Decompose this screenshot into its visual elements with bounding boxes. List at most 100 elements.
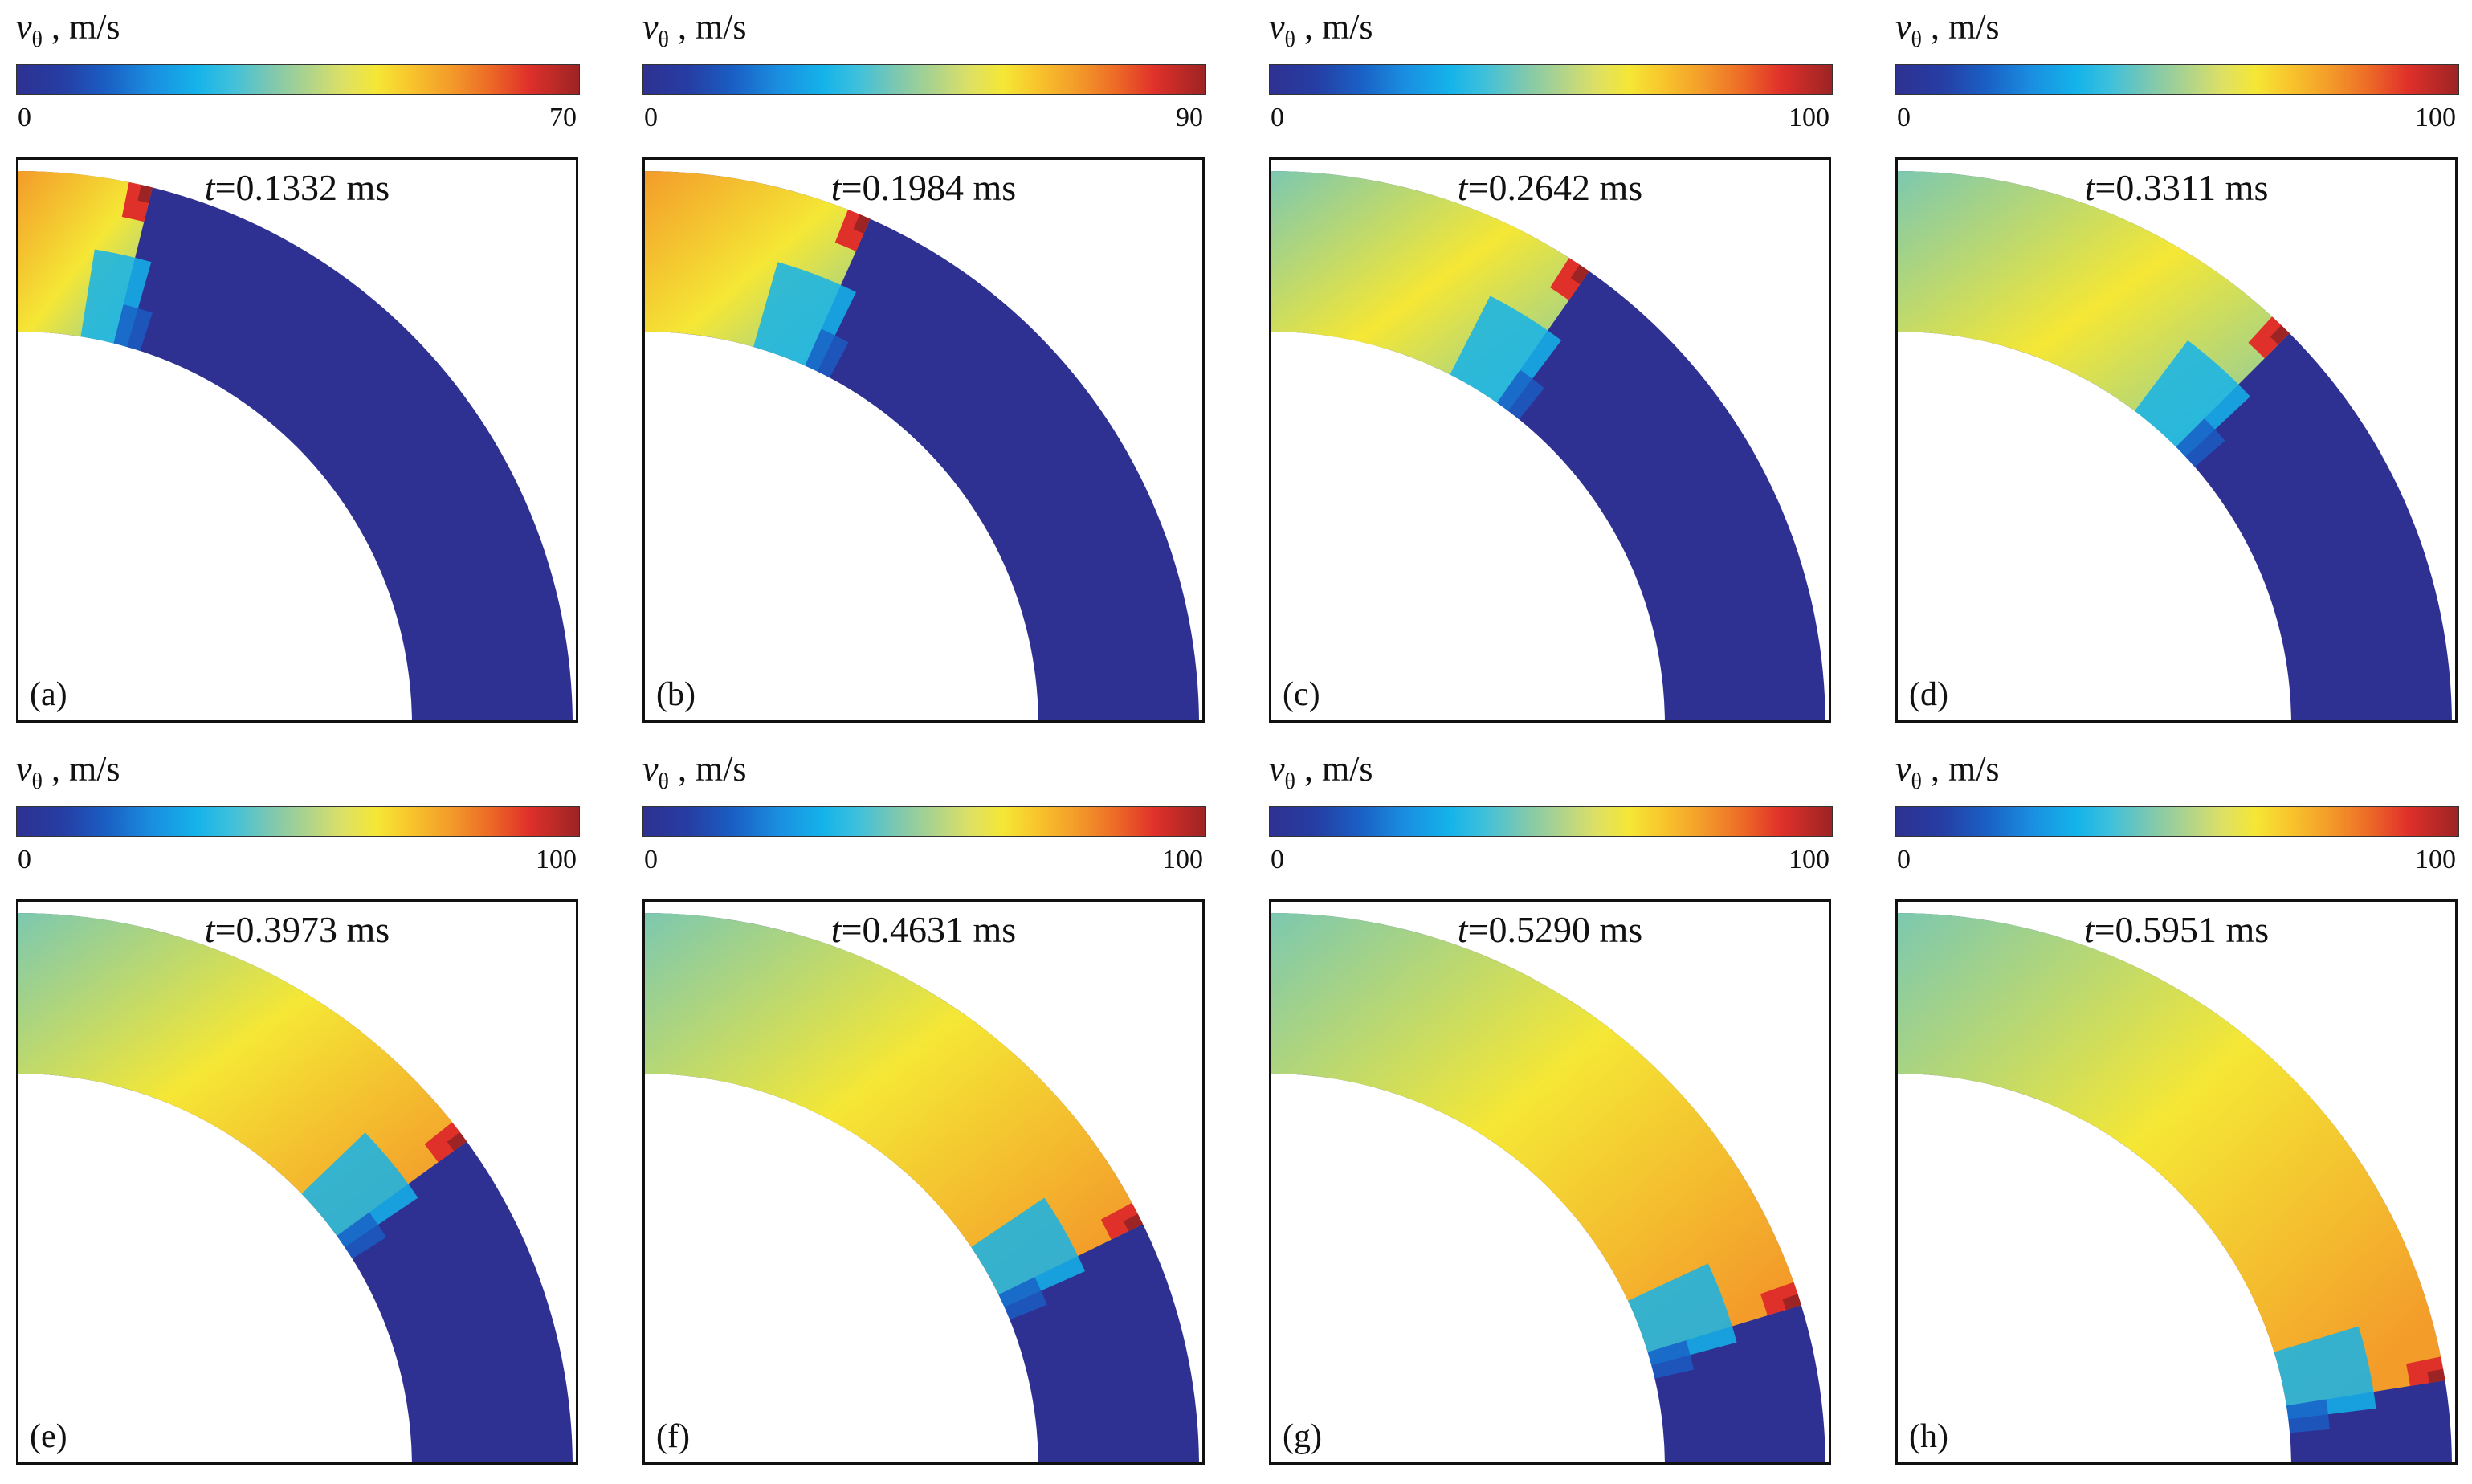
front-peak-core [447,1131,467,1152]
ring-field [18,913,573,1462]
colorbar-max: 100 [1789,845,1830,874]
colorbar-title: vθ , m/s [16,749,120,794]
ring-field [1898,913,2452,1462]
inner-trough-edge [2286,1399,2330,1433]
ring-field [1898,171,2452,720]
time-label: t=0.1332 ms [204,167,390,208]
colorbar [642,64,1206,95]
colorbar [1269,64,1833,95]
colorbar-title: vθ , m/s [1269,749,1373,794]
inner-trough-edge [2176,418,2225,467]
front-peak [2248,316,2290,359]
inner-trough [2134,340,2250,457]
colorbar-min: 0 [1271,103,1284,132]
plot-frame: t=0.5290 ms (g) [1269,899,1831,1465]
inner-trough [1450,296,1562,411]
time-label: t=0.2642 ms [1457,167,1643,208]
panel-label: (h) [1909,1418,1948,1455]
disturbed-region [1898,913,2445,1406]
panel-label: (c) [1283,676,1320,713]
panel-label: (e) [30,1418,67,1455]
colorbar-title: vθ , m/s [1269,7,1373,52]
inner-trough-edge [998,1277,1047,1320]
inner-trough-edge [1647,1340,1695,1379]
front-peak-core [2427,1368,2445,1384]
colorbar-min: 0 [1897,103,1911,132]
time-label: t=0.5290 ms [1457,909,1643,950]
front-peak-core [137,185,153,203]
panel-b: vθ , m/s 0 90 t=0.1984 ms (b) [626,0,1206,742]
panel-label: (f) [656,1418,690,1455]
panel-label: (b) [656,676,696,713]
colorbar [16,64,580,95]
colorbar [642,806,1206,837]
plot-frame: t=0.4631 ms (f) [642,899,1205,1465]
colorbar-min: 0 [1271,845,1284,874]
colorbar-max: 100 [1162,845,1203,874]
colorbar-max: 100 [1789,103,1830,132]
plot-frame: t=0.5951 ms (h) [1895,899,2458,1465]
colorbar [16,806,580,837]
inner-trough [971,1197,1086,1307]
colorbar-min: 0 [644,103,658,132]
colorbar-title: vθ , m/s [1895,749,2000,794]
time-label: t=0.5951 ms [2083,909,2270,950]
front-peak [1100,1202,1144,1240]
colorbar [1895,806,2459,837]
plot-frame: t=0.1984 ms (b) [642,157,1205,723]
colorbar-max: 100 [2415,845,2456,874]
inner-trough-edge [1497,369,1544,420]
colorbar [1269,806,1833,837]
panel-e: vθ , m/s 0 100 t=0.3973 ms (e) [0,742,580,1484]
plot-frame: t=0.2642 ms (c) [1269,157,1831,723]
panel-label: (a) [30,676,67,713]
panel-g: vθ , m/s 0 100 t=0.5290 ms (g) [1253,742,1833,1484]
plot-frame: t=0.3311 ms (d) [1895,157,2458,723]
front-peak-core [1782,1294,1801,1311]
inner-trough [2274,1326,2376,1420]
disturbed-region [1271,913,1801,1352]
time-label: t=0.4631 ms [830,909,1017,950]
front-peak [424,1122,467,1163]
inner-trough [1628,1263,1737,1366]
ring-field [1271,913,1825,1462]
colorbar-title: vθ , m/s [16,7,120,52]
panel-f: vθ , m/s 0 100 t=0.4631 ms (f) [626,742,1206,1484]
panel-h: vθ , m/s 0 100 t=0.5951 ms (h) [1879,742,2459,1484]
colorbar-title: vθ , m/s [1895,7,2000,52]
colorbar-min: 0 [1897,845,1911,874]
panel-c: vθ , m/s 0 100 t=0.2642 ms (c) [1253,0,1833,742]
time-label: t=0.3973 ms [204,909,390,950]
panel-a: vθ , m/s 0 70 t=0.1332 ms (a) [0,0,580,742]
colorbar-min: 0 [644,845,658,874]
front-peak-core [1123,1213,1144,1232]
disturbed-region [645,913,1144,1295]
panel-label: (d) [1909,676,1948,713]
front-peak-core [1570,264,1589,285]
panel-label: (g) [1283,1418,1322,1455]
ring-field [645,913,1199,1462]
ring-body [18,171,573,720]
colorbar-title: vθ , m/s [642,749,747,794]
colorbar-max: 100 [2415,103,2456,132]
time-label: t=0.3311 ms [2084,167,2269,208]
inner-trough-edge [337,1212,386,1259]
colorbar-min: 0 [18,103,31,132]
ring-field [645,171,1199,720]
front-peak-core [853,214,871,234]
colorbar [1895,64,2459,95]
inner-trough-edge [113,304,153,351]
front-peak-core [2270,324,2290,345]
inner-trough [301,1132,418,1247]
time-label: t=0.1984 ms [830,167,1017,208]
inner-trough-edge [805,328,849,378]
ring-field [18,171,573,720]
colorbar-max: 90 [1176,103,1203,132]
ring-field [1271,171,1825,720]
colorbar-title: vθ , m/s [642,7,747,52]
panel-d: vθ , m/s 0 100 t=0.3311 ms (d) [1879,0,2459,742]
colorbar-max: 70 [549,103,577,132]
colorbar-min: 0 [18,845,31,874]
colorbar-max: 100 [536,845,577,874]
